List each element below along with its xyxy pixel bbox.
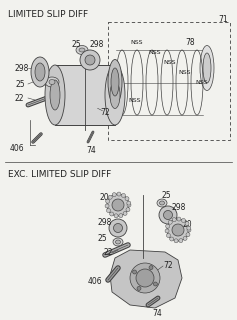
Ellipse shape: [45, 65, 65, 125]
Ellipse shape: [186, 233, 190, 237]
Ellipse shape: [127, 201, 131, 205]
Ellipse shape: [106, 199, 110, 203]
Ellipse shape: [50, 80, 60, 110]
Ellipse shape: [105, 204, 109, 208]
Ellipse shape: [149, 266, 153, 270]
Ellipse shape: [203, 53, 211, 83]
Text: 20: 20: [183, 220, 193, 228]
Text: 78: 78: [185, 37, 195, 46]
Ellipse shape: [109, 219, 127, 237]
Ellipse shape: [172, 218, 176, 222]
Text: 298: 298: [98, 218, 112, 227]
Ellipse shape: [185, 222, 189, 226]
Ellipse shape: [85, 55, 95, 65]
Ellipse shape: [49, 79, 55, 84]
Ellipse shape: [122, 194, 126, 197]
Text: NSS: NSS: [195, 79, 208, 84]
Text: 22: 22: [14, 93, 23, 102]
Text: NSS: NSS: [128, 98, 141, 102]
Ellipse shape: [170, 237, 174, 241]
Ellipse shape: [110, 82, 120, 108]
Text: 406: 406: [88, 277, 103, 286]
Polygon shape: [110, 250, 182, 308]
Ellipse shape: [107, 194, 129, 216]
Ellipse shape: [105, 65, 125, 125]
Ellipse shape: [159, 206, 177, 224]
Ellipse shape: [111, 68, 119, 96]
Ellipse shape: [112, 193, 116, 197]
Text: 298: 298: [172, 203, 186, 212]
Ellipse shape: [117, 192, 121, 196]
Ellipse shape: [112, 199, 124, 211]
Text: 406: 406: [10, 143, 25, 153]
Ellipse shape: [157, 199, 167, 207]
Text: 72: 72: [163, 260, 173, 269]
Ellipse shape: [106, 209, 110, 212]
Ellipse shape: [45, 77, 59, 87]
Ellipse shape: [160, 201, 164, 205]
Ellipse shape: [114, 223, 123, 233]
Ellipse shape: [136, 269, 154, 287]
Ellipse shape: [79, 48, 85, 52]
Ellipse shape: [35, 63, 45, 81]
Ellipse shape: [119, 214, 123, 218]
Text: NSS: NSS: [178, 69, 191, 75]
Ellipse shape: [174, 239, 178, 243]
Text: 20: 20: [100, 193, 110, 202]
Ellipse shape: [164, 211, 173, 220]
Text: 298: 298: [14, 63, 28, 73]
Text: 25: 25: [162, 190, 172, 199]
Ellipse shape: [200, 45, 214, 91]
Ellipse shape: [114, 214, 118, 218]
Ellipse shape: [165, 229, 169, 233]
Ellipse shape: [80, 50, 100, 70]
Ellipse shape: [110, 212, 114, 216]
Ellipse shape: [108, 195, 112, 199]
Ellipse shape: [183, 236, 187, 240]
Ellipse shape: [182, 219, 186, 222]
Text: 298: 298: [90, 39, 104, 49]
Text: 25: 25: [16, 79, 26, 89]
Bar: [108, 22, 230, 140]
Ellipse shape: [187, 228, 191, 232]
Text: EXC. LIMITED SLIP DIFF: EXC. LIMITED SLIP DIFF: [8, 170, 111, 179]
Ellipse shape: [153, 282, 157, 286]
Ellipse shape: [76, 45, 88, 54]
Text: 71: 71: [218, 14, 228, 23]
Ellipse shape: [187, 226, 191, 230]
Ellipse shape: [172, 224, 184, 236]
Ellipse shape: [179, 239, 183, 243]
Text: NSS: NSS: [148, 50, 160, 54]
Text: 25: 25: [98, 234, 108, 243]
Text: NSS: NSS: [163, 60, 176, 65]
Text: LIMITED SLIP DIFF: LIMITED SLIP DIFF: [8, 10, 88, 19]
Ellipse shape: [168, 220, 172, 224]
Ellipse shape: [126, 208, 130, 212]
Text: 25: 25: [72, 39, 82, 49]
Ellipse shape: [123, 212, 127, 215]
Ellipse shape: [137, 286, 141, 290]
Ellipse shape: [108, 60, 122, 105]
Ellipse shape: [115, 240, 120, 244]
Text: 74: 74: [152, 308, 162, 317]
Ellipse shape: [113, 238, 123, 246]
Text: NSS: NSS: [130, 39, 142, 44]
Ellipse shape: [133, 270, 137, 274]
Text: 72: 72: [100, 108, 110, 116]
Ellipse shape: [31, 57, 49, 87]
Ellipse shape: [125, 197, 129, 201]
Ellipse shape: [130, 263, 160, 293]
Bar: [55, 65, 115, 125]
Ellipse shape: [166, 234, 170, 237]
Ellipse shape: [127, 203, 131, 207]
Ellipse shape: [166, 224, 170, 228]
Ellipse shape: [167, 219, 189, 241]
Text: 22: 22: [104, 247, 114, 257]
Ellipse shape: [177, 217, 181, 221]
Text: 74: 74: [86, 146, 96, 155]
